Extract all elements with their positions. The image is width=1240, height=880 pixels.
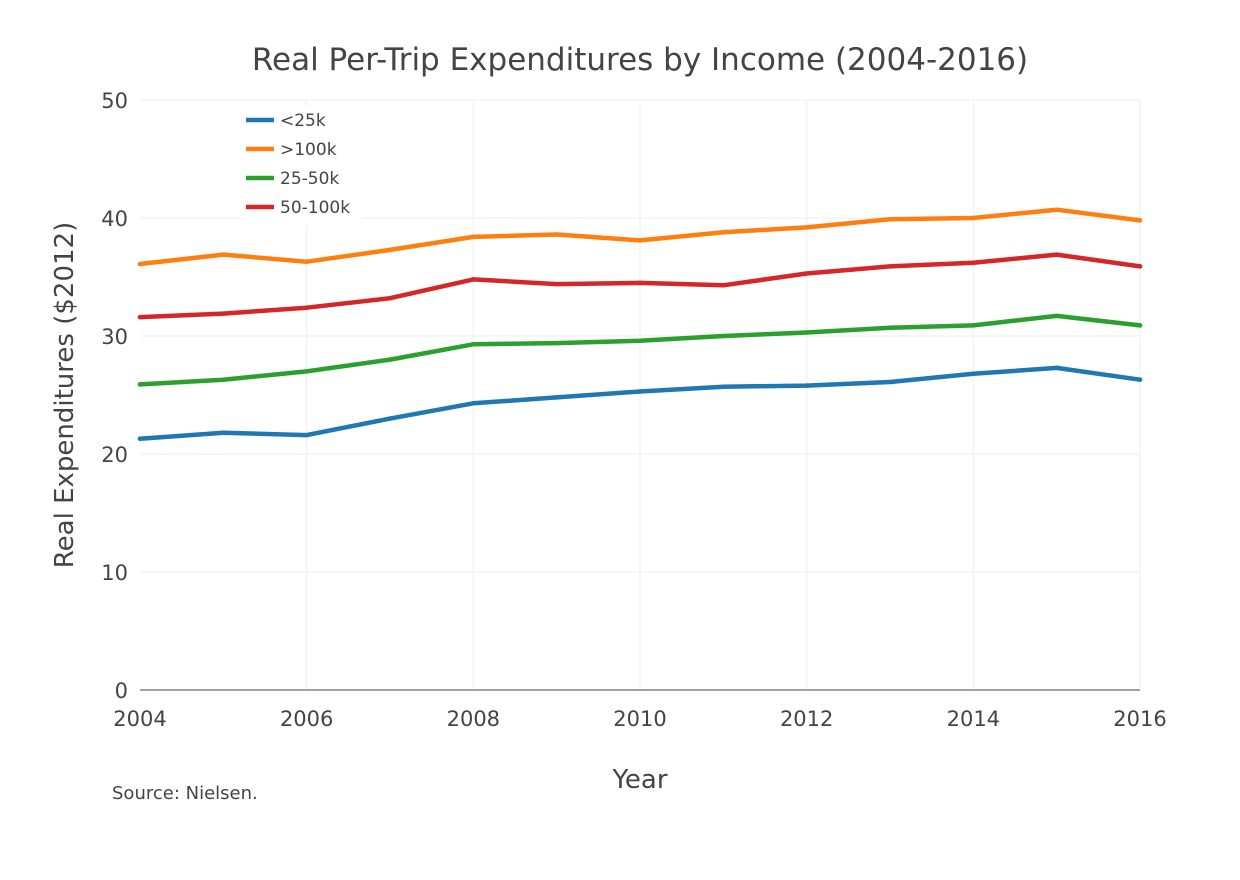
data-point[interactable] — [387, 357, 393, 362]
data-point[interactable] — [721, 229, 726, 235]
data-point[interactable] — [887, 325, 893, 330]
data-point[interactable] — [1054, 313, 1059, 319]
data-point[interactable] — [221, 430, 226, 436]
data-point[interactable] — [554, 281, 559, 287]
legend-label[interactable]: 50-100k — [280, 198, 350, 218]
data-point[interactable] — [971, 260, 976, 266]
y-tick-label: 30 — [101, 325, 128, 349]
data-point[interactable] — [1137, 218, 1143, 223]
data-point[interactable] — [387, 416, 393, 421]
data-point[interactable] — [804, 225, 809, 230]
x-tick-label: 2004 — [113, 707, 166, 731]
data-point[interactable] — [1054, 365, 1059, 371]
axes: 2004 2006 2008 2010 2012 2014 2016 0 10 20 30 40 50 — [101, 89, 1166, 731]
data-point[interactable] — [887, 216, 893, 222]
data-point[interactable] — [637, 280, 643, 286]
data-point[interactable] — [387, 247, 393, 253]
data-point[interactable] — [221, 311, 226, 316]
y-tick-label: 50 — [101, 89, 128, 113]
legend-label[interactable]: 25-50k — [280, 169, 339, 189]
data-point[interactable] — [971, 215, 976, 221]
legend-label[interactable]: >100k — [280, 140, 337, 160]
data-point[interactable] — [304, 432, 309, 438]
x-tick-label: 2016 — [1113, 707, 1166, 731]
legend-label[interactable]: <25k — [280, 111, 326, 131]
data-point[interactable] — [637, 389, 643, 394]
data-point[interactable] — [304, 259, 309, 264]
data-point[interactable] — [1054, 252, 1059, 257]
data-point[interactable] — [471, 277, 476, 282]
y-tick-label: 10 — [101, 561, 128, 585]
source-note: Source: Nielsen. — [112, 783, 258, 804]
x-tick-label: 2006 — [280, 707, 333, 731]
data-point[interactable] — [804, 271, 809, 276]
legend[interactable]: <25k >100k 25-50k 50-100k — [240, 106, 362, 226]
x-tick-label: 2014 — [947, 707, 1000, 731]
data-point[interactable] — [137, 314, 143, 320]
data-point[interactable] — [637, 338, 643, 343]
chart-title: Real Per-Trip Expenditures by Income (20… — [252, 42, 1028, 78]
data-point[interactable] — [721, 333, 726, 339]
data-point[interactable] — [1137, 264, 1143, 269]
x-tick-label: 2008 — [447, 707, 500, 731]
data-point[interactable] — [887, 379, 893, 385]
data-point[interactable] — [804, 330, 809, 335]
y-tick-label: 0 — [115, 679, 128, 703]
data-point[interactable] — [887, 264, 893, 269]
data-point[interactable] — [304, 369, 309, 374]
data-point[interactable] — [971, 371, 976, 377]
data-point[interactable] — [804, 383, 809, 388]
data-point[interactable] — [1054, 207, 1059, 212]
data-point[interactable] — [637, 238, 643, 243]
data-point[interactable] — [971, 323, 976, 328]
data-point[interactable] — [221, 377, 226, 382]
data-point[interactable] — [471, 401, 476, 406]
data-point[interactable] — [221, 252, 226, 257]
data-point[interactable] — [387, 295, 393, 301]
data-point[interactable] — [304, 305, 309, 310]
data-point[interactable] — [721, 283, 726, 288]
data-point[interactable] — [471, 342, 476, 347]
data-point[interactable] — [1137, 323, 1143, 328]
data-point[interactable] — [1137, 377, 1143, 382]
data-point[interactable] — [137, 436, 143, 441]
x-tick-label: 2010 — [613, 707, 666, 731]
y-axis-title: Real Expenditures ($2012) — [50, 222, 80, 568]
data-point[interactable] — [554, 232, 559, 237]
x-axis-title: Year — [611, 765, 667, 795]
data-point[interactable] — [554, 340, 559, 346]
y-tick-label: 20 — [101, 443, 128, 467]
y-tick-label: 40 — [101, 207, 128, 231]
data-point[interactable] — [471, 234, 476, 240]
data-point[interactable] — [721, 384, 726, 389]
x-tick-label: 2012 — [780, 707, 833, 731]
series-lines — [137, 207, 1143, 441]
data-point[interactable] — [137, 261, 143, 267]
data-point[interactable] — [137, 382, 143, 387]
data-point[interactable] — [554, 395, 559, 400]
